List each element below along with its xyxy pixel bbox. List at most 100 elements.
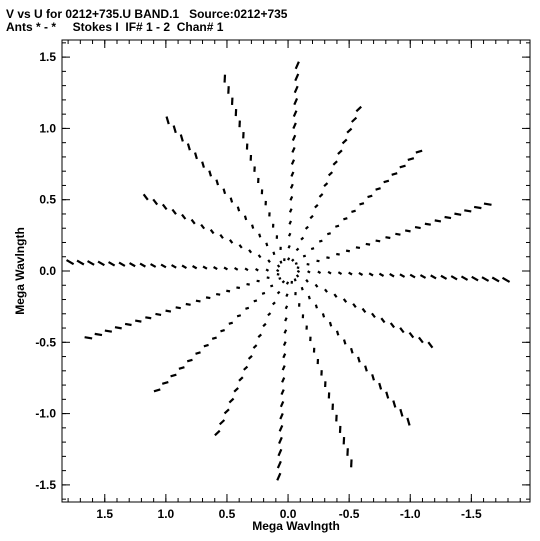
uv-point xyxy=(300,286,304,291)
uv-point xyxy=(223,408,230,415)
uv-point xyxy=(276,264,281,268)
uv-point xyxy=(326,256,330,259)
uv-point xyxy=(97,260,105,267)
tick-labels: 1.5 1.0 0.5 0.0 -0.5 -1.0 -1.5 1.5 1.0 0.5 0.0 -0.5… xyxy=(35,50,482,521)
uv-point xyxy=(395,232,401,236)
uv-point xyxy=(337,271,343,275)
uv-point xyxy=(327,171,334,177)
uv-point xyxy=(350,116,358,123)
uv-point xyxy=(170,373,177,378)
uv-point xyxy=(288,232,292,237)
uv-point xyxy=(160,263,167,269)
uv-point xyxy=(278,424,284,432)
uv-point xyxy=(152,198,159,206)
uv-point xyxy=(129,262,136,268)
uv-point xyxy=(281,280,286,284)
uv-point xyxy=(118,261,126,267)
uv-point xyxy=(255,268,259,272)
x-tick-label: 0.0 xyxy=(280,507,297,521)
uv-point xyxy=(276,269,280,273)
uv-point xyxy=(399,327,405,334)
uv-point xyxy=(186,143,191,151)
uv-point xyxy=(208,170,213,177)
uv-point xyxy=(355,246,361,250)
uv-point xyxy=(257,254,262,259)
uv-point xyxy=(444,215,452,220)
uv-point xyxy=(181,213,187,220)
y-tick-label: -1.0 xyxy=(35,407,56,421)
uv-point xyxy=(243,215,248,221)
uv-point xyxy=(464,209,472,213)
uv-point xyxy=(324,288,328,293)
uv-point xyxy=(153,388,161,393)
uv-point xyxy=(165,309,172,313)
uv-point xyxy=(295,247,300,252)
uv-point xyxy=(380,317,386,324)
uv-point xyxy=(243,365,249,371)
uv-point xyxy=(288,220,292,225)
x-tick-label: 1.0 xyxy=(158,507,175,521)
uv-point xyxy=(305,279,309,283)
uv-point xyxy=(389,322,396,329)
uv-point xyxy=(342,298,348,303)
uv-point xyxy=(287,244,291,249)
uv-point xyxy=(236,314,242,318)
uv-point xyxy=(284,317,288,322)
uv-point xyxy=(238,376,244,382)
uv-point xyxy=(318,239,323,243)
uv-point xyxy=(86,260,95,266)
uv-point xyxy=(65,259,75,266)
uv-point xyxy=(193,152,198,160)
uv-point xyxy=(335,330,340,336)
uv-point xyxy=(294,73,300,82)
uv-point xyxy=(222,188,227,195)
uv-point xyxy=(350,347,354,354)
uv-point xyxy=(383,179,390,184)
uv-point xyxy=(321,313,326,318)
uv-point xyxy=(214,429,221,437)
uv-point xyxy=(247,355,253,360)
uv-point xyxy=(139,262,146,268)
uv-point xyxy=(295,274,300,278)
uv-point xyxy=(108,261,116,267)
uv-point xyxy=(220,329,225,333)
uv-point xyxy=(365,242,371,246)
uv-point xyxy=(358,271,364,276)
uv-point xyxy=(302,254,307,258)
uv-point xyxy=(142,193,149,201)
uv-point xyxy=(276,460,282,469)
uv-point xyxy=(307,295,311,300)
uv-point xyxy=(310,247,315,251)
uv-point xyxy=(375,239,381,243)
uv-point xyxy=(307,270,311,274)
uv-point xyxy=(294,61,300,70)
uv-point xyxy=(483,202,492,206)
uv-point xyxy=(473,205,482,210)
uv-point xyxy=(215,292,221,296)
uv-point xyxy=(352,303,357,308)
uv-point xyxy=(279,260,283,264)
uv-point xyxy=(399,273,406,278)
uv-point xyxy=(326,232,331,236)
uv-point xyxy=(289,183,294,189)
uv-point xyxy=(281,377,286,383)
uv-point xyxy=(278,277,282,280)
uv-point xyxy=(267,259,271,263)
x-axis-label: Mega Wavlngth xyxy=(252,519,340,533)
uv-point xyxy=(391,172,398,176)
uv-point xyxy=(283,329,288,334)
uv-point xyxy=(454,212,462,216)
x-tick-label: -1.5 xyxy=(461,507,482,521)
uv-point xyxy=(229,197,234,203)
uv-point xyxy=(337,149,343,155)
uv-point xyxy=(172,125,177,134)
uv-point xyxy=(414,226,421,230)
uv-point xyxy=(161,203,168,211)
uv-point xyxy=(304,225,309,230)
uv-point xyxy=(223,266,229,271)
chart-title: V vs U for 0212+735.U BAND.1 Source:0212… xyxy=(6,7,288,21)
uv-point xyxy=(195,351,201,355)
uv-point xyxy=(200,223,206,230)
uv-point xyxy=(418,336,424,344)
uv-point xyxy=(246,283,250,286)
